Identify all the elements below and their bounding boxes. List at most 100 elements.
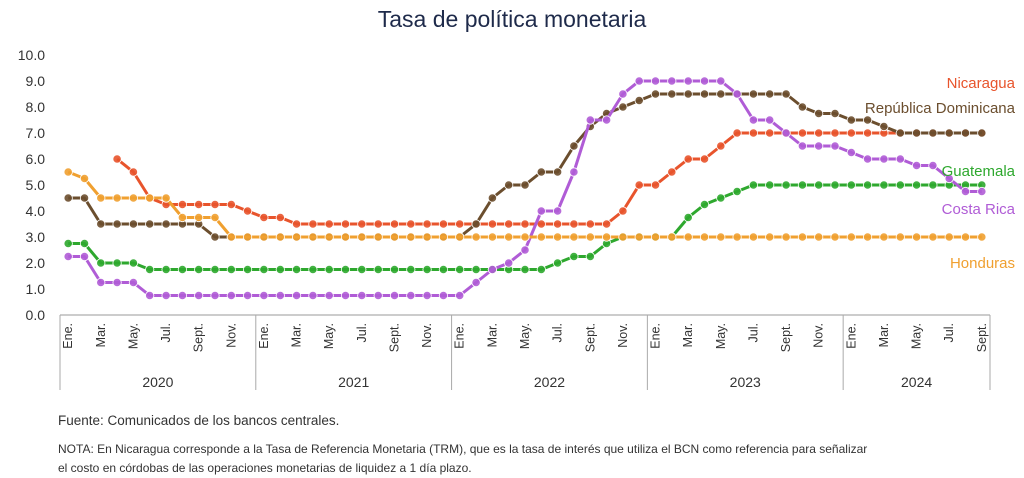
series-point [732,232,742,242]
series-point [699,154,710,164]
series-point [291,264,302,275]
series-point [291,232,302,242]
series-point [210,199,220,210]
series-point [667,232,677,242]
series-point [618,206,628,216]
series-point [552,232,563,242]
series-point [145,290,155,301]
footnote: NOTA: En Nicaragua corresponde a la Tasa… [58,442,868,475]
y-tick-label: 5.0 [26,177,46,193]
series-point [504,232,514,242]
series-point [683,232,693,242]
series-point [879,180,889,190]
series-point [569,167,579,177]
series-point [504,180,514,190]
series-point [716,89,726,99]
series-point [210,264,220,275]
series-point [161,219,171,229]
x-tick-label: Jul. [942,323,956,342]
series-point [308,290,318,301]
series-point [911,232,922,242]
series-point [797,232,808,242]
series-point [895,180,905,190]
series-point [650,76,661,86]
series-point [112,193,122,203]
series-point [308,232,318,242]
series-point [748,128,759,138]
series-point [79,193,90,203]
series-point [765,128,775,138]
series-point [748,89,759,99]
x-tick-label: Ene. [257,323,271,349]
x-tick-label: Nov. [812,323,826,348]
x-tick-label: Jul. [746,323,760,342]
series-point [977,186,987,197]
x-tick-label: Nov. [420,323,434,348]
series-point [389,290,400,301]
series-point [96,193,106,203]
series-point [944,128,954,138]
x-tick-label: Mar. [485,323,499,347]
series-point [243,264,253,275]
series-point [634,76,644,86]
series-point [765,115,775,125]
series-point [977,232,987,242]
series-point [862,128,873,138]
series-point [667,89,677,99]
series-point [422,264,432,275]
x-tick-label: May. [126,323,140,349]
y-tick-label: 7.0 [26,125,46,141]
series-point [911,128,922,138]
series-point [585,251,595,262]
series-point [455,290,465,301]
x-tick-label: Nov. [224,323,238,348]
series-label: Nicaragua [947,75,1016,92]
series-point [128,167,138,177]
series-point [895,232,905,242]
series-point [226,232,236,242]
series-point [243,232,253,242]
series-point [275,212,285,223]
series-point [487,232,497,242]
series-point [911,180,922,190]
series-point [259,290,269,301]
series-point [79,173,90,184]
series-point [650,89,661,99]
x-tick-label: May. [714,323,728,349]
series-point [389,232,400,242]
series-point [667,76,677,86]
series-point [846,180,856,190]
series-point [895,154,905,164]
x-tick-label: Mar. [877,323,891,347]
series-point [128,258,138,268]
series-point [308,219,318,229]
series-point [683,89,693,99]
series-point [520,219,530,229]
series-point [781,128,791,138]
series-point [928,160,938,171]
series-point [960,128,971,138]
series-point [536,167,546,177]
series-point [520,232,530,242]
series-point [455,219,465,229]
series-point [830,232,840,242]
series-point [781,89,791,99]
series-point [520,245,530,255]
series-point [977,128,987,138]
x-tick-label: Sept. [192,323,206,352]
x-tick-label: May. [910,323,924,349]
series-point [504,258,514,268]
series-point [210,232,220,242]
series-point [830,141,840,151]
series-point [210,290,220,301]
series-point [471,277,481,288]
series-point [618,89,628,99]
series-point [291,290,302,301]
series-point [291,219,302,229]
series-point [406,219,416,229]
series-point [96,219,106,229]
y-tick-label: 1.0 [26,281,46,297]
series-point [569,251,579,262]
series-point [194,264,204,275]
